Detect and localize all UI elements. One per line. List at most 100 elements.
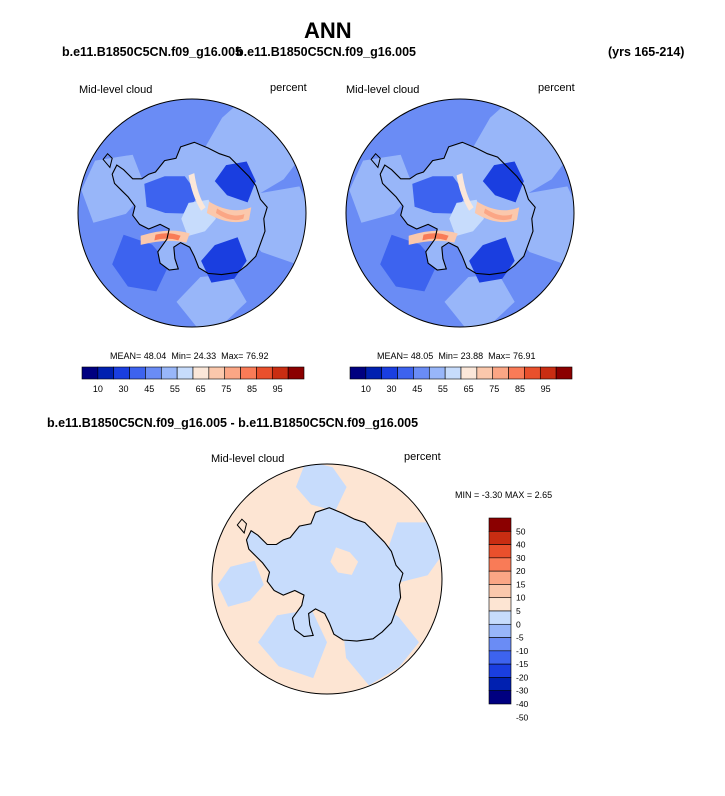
ocean-light-patch [81, 154, 147, 223]
interior-mid [449, 199, 484, 237]
colorbar-box [488, 544, 512, 559]
colorbar-tick-label: 50 [516, 526, 526, 536]
map-border [345, 98, 575, 328]
colorbar-tick-label: 55 [438, 384, 448, 394]
negative-patch [387, 522, 442, 584]
ocean-dark-patch [380, 234, 438, 292]
panel2-mean-label: MEAN= [377, 351, 409, 361]
colorbar-tick-label: 75 [489, 384, 499, 394]
colorbar-tick-label: -40 [516, 699, 529, 709]
colorbar-box [460, 366, 478, 380]
colorbar-box [240, 366, 257, 380]
map-p1 [77, 98, 307, 328]
colorbar-2: 10 30 45 55 65 75 85 95 [349, 366, 573, 394]
island-coastline [102, 152, 113, 169]
colorbar-tick-label: -30 [516, 686, 529, 696]
colorbar-box [271, 366, 289, 380]
colorbar-box [145, 366, 162, 380]
season-title: ANN [304, 18, 352, 43]
panel3-min: -3.30 [481, 490, 503, 500]
high-cloud-ridge [456, 173, 474, 211]
panel3-field-label: Mid-level cloud [211, 453, 285, 465]
colorbar-tick-label: -10 [516, 646, 529, 656]
colorbar-box [488, 584, 512, 599]
map-p2 [345, 98, 575, 328]
colorbar-tick-label: 15 [516, 579, 526, 589]
map-p3 [211, 463, 443, 695]
colorbar-tick-label: 10 [93, 384, 103, 394]
colorbar-box [224, 366, 241, 380]
colorbar-box [287, 366, 305, 380]
coastline [111, 141, 268, 276]
colorbar-box [488, 623, 512, 638]
colorbar-tick-label: 10 [516, 593, 526, 603]
panel1-mean: 48.04 [143, 351, 167, 361]
colorbar-box [539, 366, 557, 380]
colorbar-box [488, 570, 512, 585]
colorbar-tick-label: 65 [464, 384, 474, 394]
panel3-max-label: MAX = [504, 490, 533, 500]
panel1-max: 76.92 [245, 351, 269, 361]
negative-patch [217, 560, 264, 607]
interior-low-cloud [201, 237, 247, 283]
map-fill [346, 99, 574, 327]
colorbar-box [555, 366, 573, 380]
panel3-max: 2.65 [534, 490, 553, 500]
high-cloud-core [215, 208, 245, 221]
negative-patch [295, 464, 347, 512]
colorbar-box [129, 366, 146, 380]
colorbar-tick-label: 20 [516, 566, 526, 576]
coastline [245, 507, 404, 642]
panel1-stats: MEAN= 48.04 Min= 24.33 Max= 76.92 [110, 351, 268, 361]
map-border [77, 98, 307, 328]
panel2-field-label: Mid-level cloud [346, 84, 420, 96]
case-right-name: b.e11.B1850C5CN.f09_g16.005 [236, 45, 416, 59]
panel3-min-label: MIN = [455, 490, 480, 500]
colorbar-tick-label: -50 [516, 712, 529, 722]
ocean-light-patch [349, 154, 415, 223]
colorbar-box [488, 517, 512, 532]
panel2-min-label: Min= [438, 351, 459, 361]
colorbar-box [349, 366, 367, 380]
panel1-mean-label: MEAN= [110, 351, 142, 361]
ocean-dark-patch [112, 234, 170, 292]
colorbar-tick-label: 30 [387, 384, 397, 394]
high-cloud-core [483, 208, 513, 221]
colorbar-tick-label: 30 [516, 553, 526, 563]
interior-low-cloud [469, 237, 515, 283]
ocean-light-patch [176, 274, 247, 327]
interior-low-cloud [144, 176, 200, 214]
panel3-units: percent [404, 451, 441, 463]
colorbar-tick-label: -5 [516, 633, 524, 643]
colorbar-box [488, 650, 512, 665]
interior-low-cloud [412, 176, 468, 214]
panel1-units: percent [270, 82, 307, 94]
colorbar-box [113, 366, 130, 380]
panel2-max: 76.91 [512, 351, 536, 361]
colorbar-tick-label: 95 [273, 384, 283, 394]
panel2-stats: MEAN= 48.05 Min= 23.88 Max= 76.91 [377, 351, 535, 361]
colorbar-box [160, 366, 178, 380]
island-coastline [370, 152, 381, 169]
panel1-max-label: Max= [221, 351, 244, 361]
interior-low-cloud [214, 161, 256, 203]
colorbar-box [256, 366, 273, 380]
colorbar-tick-label: 75 [221, 384, 231, 394]
colorbar-box [488, 530, 512, 545]
colorbar-tick-label: 55 [170, 384, 180, 394]
map-border [211, 463, 443, 695]
colorbar-box [488, 610, 512, 625]
panel3-stats: MIN = -3.30 MAX = 2.65 [455, 490, 552, 500]
high-cloud-ridge [188, 173, 206, 211]
colorbar-tick-label: 45 [144, 384, 154, 394]
colorbar-box [81, 366, 99, 380]
colorbar-box [428, 366, 446, 380]
interior-low-cloud [482, 161, 524, 203]
colorbar-box [208, 366, 226, 380]
colorbar-box [524, 366, 541, 380]
colorbar-tick-label: -20 [516, 672, 529, 682]
interior-mid [181, 199, 216, 237]
colorbar-box [488, 637, 512, 652]
colorbar-tick-label: 65 [196, 384, 206, 394]
